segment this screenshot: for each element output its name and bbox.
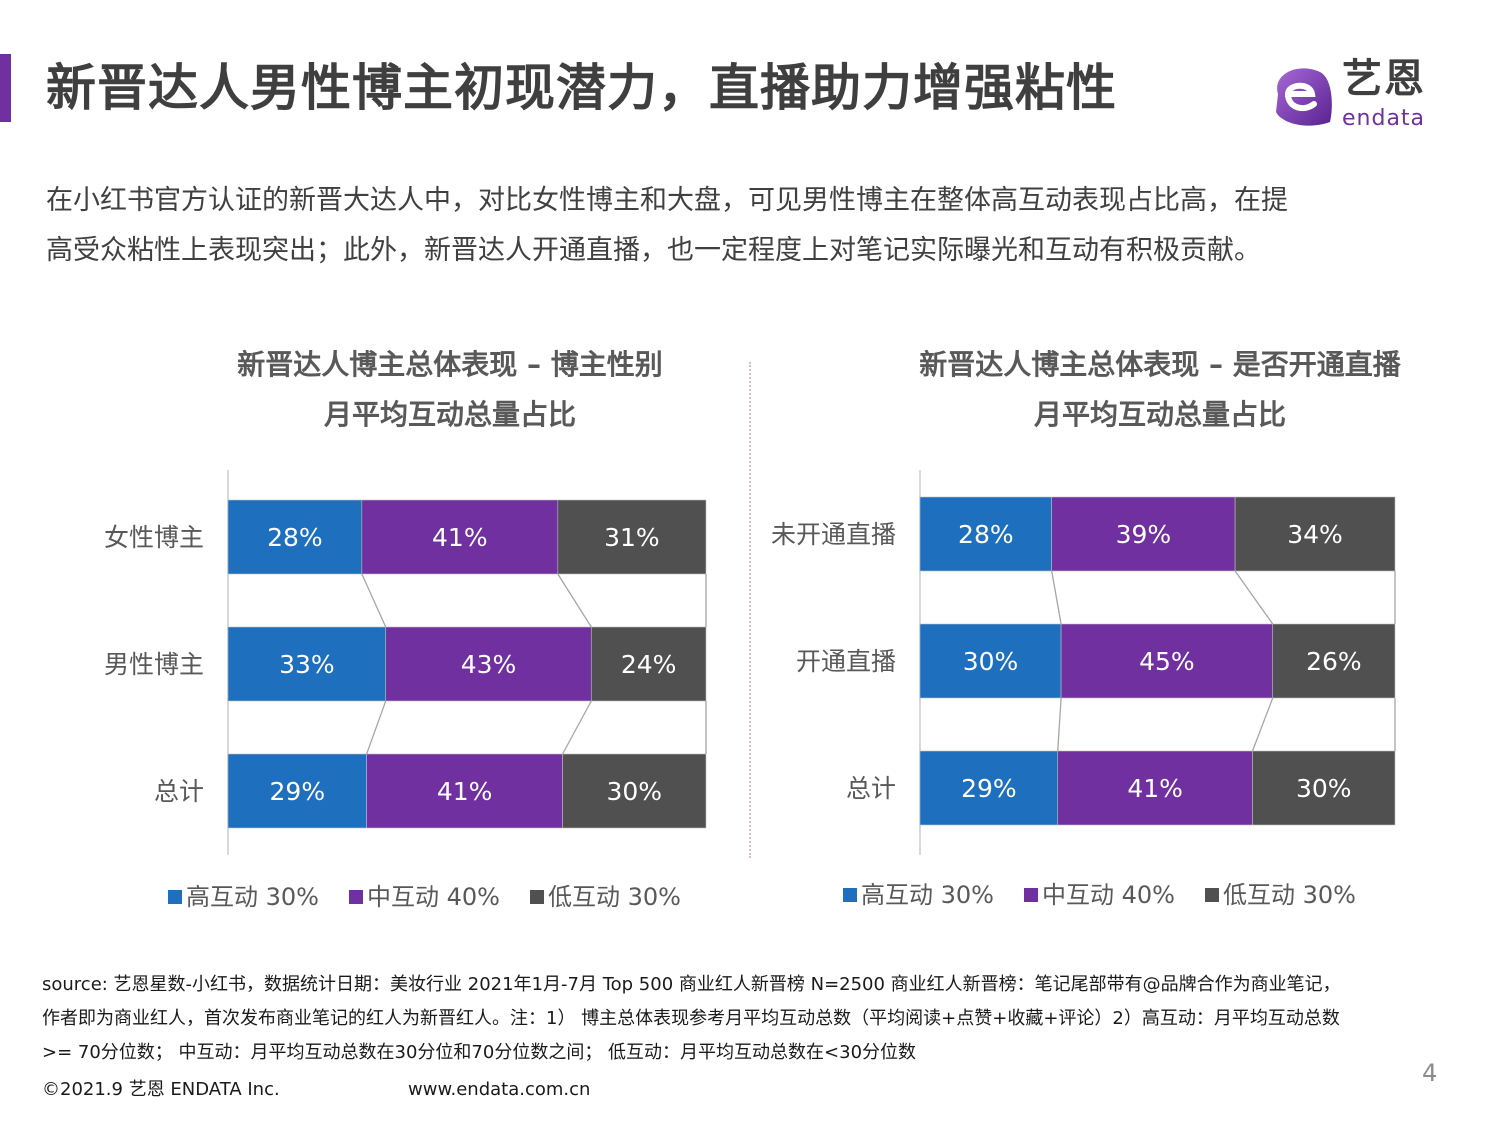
chart-subtitle-line: 月平均互动总量占比 <box>323 398 576 431</box>
series-connector-line <box>1051 570 1062 625</box>
endata-e-logo-icon <box>1276 68 1332 126</box>
legend-item: 低互动 30% <box>529 882 681 912</box>
data-label: 29% <box>270 777 326 806</box>
data-label: 30% <box>607 777 663 806</box>
bar-segment <box>366 753 563 829</box>
category-label: 女性博主 <box>104 523 204 552</box>
source-footnote: source: 艺恩星数-小红书，数据统计日期：美妆行业 2021年1月-7月 … <box>42 968 1422 1070</box>
legend-label: 中互动 40% <box>366 883 500 911</box>
legend-swatch-icon <box>168 890 182 904</box>
data-label: 26% <box>1306 647 1362 676</box>
legend-swatch-icon <box>348 890 363 904</box>
bar-segment <box>1060 623 1274 699</box>
logo-text-en: endata <box>1342 106 1426 131</box>
legend-label: 低互动 30% <box>547 883 681 911</box>
bar-segment <box>1057 750 1253 826</box>
title-accent-bar <box>0 54 11 122</box>
chart-divider <box>749 362 751 858</box>
data-label: 45% <box>1139 647 1195 676</box>
legend-swatch-icon <box>1204 888 1219 902</box>
legend-gender: 高互动 30% 中互动 40% 低互动 30% <box>168 882 681 912</box>
data-label: 28% <box>958 520 1014 549</box>
chart-title-line: 新晋达人博主总体表现 – 博主性别 <box>237 348 663 381</box>
legend-live: 高互动 30% 中互动 40% 低互动 30% <box>843 880 1356 910</box>
copyright: ©2021.9 艺恩 ENDATA Inc. <box>42 1079 280 1100</box>
legend-item: 低互动 30% <box>1204 880 1356 910</box>
series-connector-line <box>366 700 387 755</box>
data-label: 30% <box>1296 774 1352 803</box>
bar-segment <box>1272 623 1396 699</box>
bar-segment <box>590 626 707 702</box>
bar-segment <box>919 623 1062 699</box>
data-label: 41% <box>1127 774 1183 803</box>
bar-segment <box>361 499 559 575</box>
data-label: 33% <box>279 650 335 679</box>
legend-swatch-icon <box>529 890 544 904</box>
intro-paragraph: 在小红书官方认证的新晋大达人中，对比女性博主和大盘，可见男性博主在整体高互动表现… <box>46 176 1446 276</box>
chart-title-line: 新晋达人博主总体表现 – 是否开通直播 <box>919 348 1401 381</box>
legend-item: 高互动 30% <box>843 880 994 910</box>
data-label: 39% <box>1116 520 1172 549</box>
bar-segment <box>557 499 707 575</box>
page-title: 新晋达人男性博主初现潜力，直播助力增强粘性 <box>46 59 1117 117</box>
chart-title-gender: 新晋达人博主总体表现 – 博主性别 月平均互动总量占比 <box>200 340 700 440</box>
legend-label: 高互动 30% <box>861 881 994 909</box>
series-connector-line <box>1057 697 1062 752</box>
bar-segment <box>562 753 707 829</box>
legend-label: 低互动 30% <box>1222 881 1356 909</box>
data-label: 41% <box>437 777 493 806</box>
chart-gender: 28% 41% 31% 女性博主 33% 43% 24% 男性博主 29% 41% 30% 总计 <box>104 470 707 855</box>
page-number: 4 <box>1422 1059 1438 1087</box>
legend-item: 中互动 40% <box>1023 880 1175 910</box>
data-label: 24% <box>621 650 677 679</box>
data-label: 43% <box>461 650 517 679</box>
legend-swatch-icon <box>843 888 857 902</box>
series-connector-line <box>562 700 592 755</box>
data-label: 34% <box>1287 520 1343 549</box>
bar-segment <box>1252 750 1396 826</box>
chart-subtitle-line: 月平均互动总量占比 <box>1033 398 1286 431</box>
chart-live: 28% 39% 34% 未开通直播 30% 45% 26% 开通直播 29% 41% 30% 总计 <box>771 470 1396 855</box>
series-connector-line <box>361 573 387 628</box>
legend-item: 高互动 30% <box>168 882 319 912</box>
footnote-line: source: 艺恩星数-小红书，数据统计日期：美妆行业 2021年1月-7月 … <box>42 974 1341 995</box>
data-label: 28% <box>267 523 323 552</box>
data-label: 29% <box>961 774 1017 803</box>
footnote-line: >= 70分位数； 中互动：月平均互动总数在30分位和70分位数之间； 低互动：… <box>42 1042 917 1063</box>
data-label: 30% <box>963 647 1019 676</box>
bar-segment <box>1234 496 1396 572</box>
bar-segment <box>227 499 363 575</box>
intro-line: 在小红书官方认证的新晋大达人中，对比女性博主和大盘，可见男性博主在整体高互动表现… <box>46 185 1288 216</box>
bar-segment <box>1051 496 1236 572</box>
legend-label: 高互动 30% <box>186 883 319 911</box>
series-connector-line <box>557 573 592 628</box>
category-label: 总计 <box>154 777 204 806</box>
legend-item: 中互动 40% <box>348 882 500 912</box>
legend-label: 中互动 40% <box>1041 881 1175 909</box>
data-label: 41% <box>432 523 488 552</box>
chart-title-live: 新晋达人博主总体表现 – 是否开通直播 月平均互动总量占比 <box>880 340 1440 440</box>
category-label: 开通直播 <box>796 647 896 676</box>
logo-text-cn: 艺恩 <box>1342 56 1426 102</box>
series-connector-line <box>1251 697 1274 752</box>
series-connector-line <box>1234 570 1274 625</box>
data-label: 31% <box>604 523 660 552</box>
endata-logo: 艺恩 endata <box>1268 56 1448 136</box>
category-label: 男性博主 <box>104 650 204 679</box>
category-label: 未开通直播 <box>771 520 896 549</box>
website-link[interactable]: www.endata.com.cn <box>408 1079 591 1100</box>
bar-segment <box>919 750 1059 826</box>
category-label: 总计 <box>846 774 896 803</box>
footnote-line: 作者即为商业红人，首次发布商业笔记的红人为新晋红人。注：1） 博主总体表现参考月… <box>42 1008 1340 1029</box>
intro-line: 高受众粘性上表现突出；此外，新晋达人开通直播，也一定程度上对笔记实际曝光和互动有… <box>46 235 1261 266</box>
legend-swatch-icon <box>1023 888 1038 902</box>
